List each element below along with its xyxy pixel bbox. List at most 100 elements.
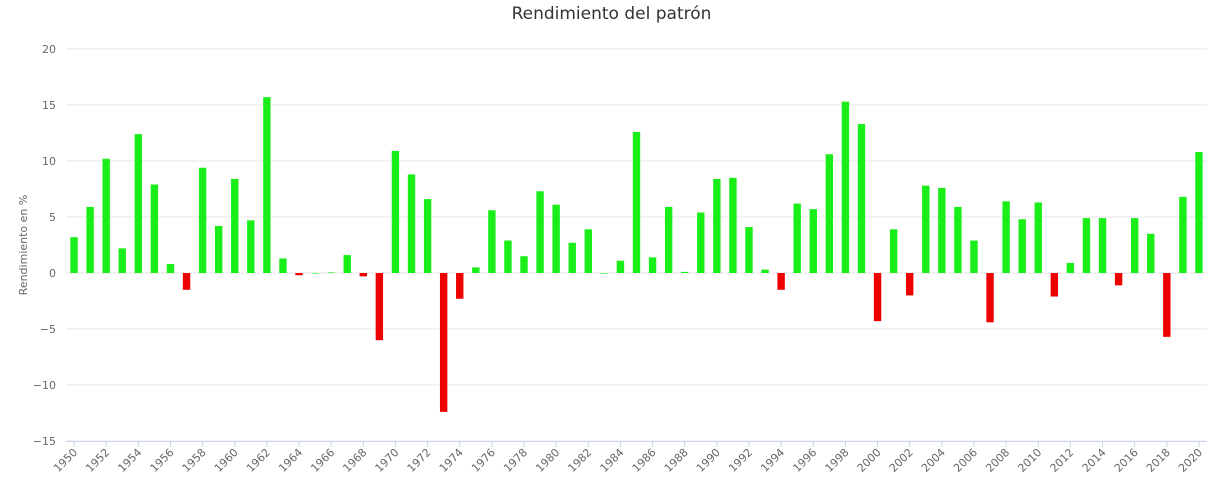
bar-1974[interactable]	[456, 273, 464, 299]
bar-2019[interactable]	[1179, 196, 1187, 273]
x-tick-label: 1974	[437, 446, 466, 475]
bar-1966[interactable]	[327, 272, 335, 274]
x-tick-label: 2004	[919, 446, 948, 475]
bar-2017[interactable]	[1147, 233, 1155, 273]
bar-2005[interactable]	[954, 206, 962, 273]
bar-1984[interactable]	[616, 260, 625, 273]
bar-1985[interactable]	[632, 131, 641, 273]
bar-1986[interactable]	[648, 257, 657, 273]
bar-1997[interactable]	[825, 154, 834, 273]
bar-2020[interactable]	[1195, 152, 1203, 273]
bar-1990[interactable]	[713, 178, 721, 273]
bar-1957[interactable]	[182, 273, 191, 290]
bar-2006[interactable]	[970, 240, 978, 273]
x-tick-label: 1956	[148, 446, 177, 475]
bar-1994[interactable]	[777, 273, 785, 290]
bar-1952[interactable]	[102, 158, 110, 273]
bar-1967[interactable]	[343, 255, 351, 273]
bar-2015[interactable]	[1114, 273, 1123, 286]
bar-1978[interactable]	[520, 256, 528, 273]
x-tick-label: 1966	[308, 446, 337, 475]
bar-1981[interactable]	[568, 242, 576, 273]
bar-1996[interactable]	[809, 209, 817, 273]
x-tick-label: 1972	[405, 446, 434, 475]
bar-2007[interactable]	[986, 273, 994, 323]
bar-1973[interactable]	[439, 273, 448, 412]
x-tick-label: 1954	[115, 446, 144, 475]
x-tick-label: 1980	[533, 446, 562, 475]
bar-2003[interactable]	[922, 185, 930, 273]
bar-1959[interactable]	[214, 225, 223, 273]
bar-1955[interactable]	[150, 184, 159, 273]
x-tick-label: 1960	[212, 446, 241, 475]
bar-1989[interactable]	[697, 212, 705, 273]
bar-1991[interactable]	[729, 177, 737, 273]
bar-1962[interactable]	[263, 97, 271, 273]
x-tick-label: 1958	[180, 446, 209, 475]
x-tick-label: 2000	[855, 446, 884, 475]
x-tick-label: 1988	[662, 446, 691, 475]
bar-1954[interactable]	[134, 134, 143, 273]
bar-1961[interactable]	[247, 220, 255, 273]
x-tick-label: 2008	[983, 446, 1012, 475]
x-tick-label: 1976	[469, 446, 498, 475]
bar-1998[interactable]	[841, 101, 850, 273]
bar-1995[interactable]	[793, 203, 801, 273]
x-tick-label: 2016	[1112, 446, 1141, 475]
bar-1969[interactable]	[375, 273, 384, 341]
chart-title: Rendimiento del patrón	[511, 4, 712, 24]
bar-1987[interactable]	[664, 206, 673, 273]
bar-1971[interactable]	[407, 174, 416, 273]
bar-1951[interactable]	[86, 206, 94, 273]
y-axis-label: Rendimiento en %	[17, 195, 30, 296]
bar-1982[interactable]	[584, 229, 592, 273]
bar-1964[interactable]	[295, 273, 303, 276]
bar-1972[interactable]	[423, 199, 432, 273]
bar-2014[interactable]	[1098, 218, 1107, 273]
bar-2018[interactable]	[1163, 273, 1171, 337]
bar-2001[interactable]	[889, 229, 898, 273]
bar-1977[interactable]	[504, 240, 512, 273]
bar-2002[interactable]	[906, 273, 914, 296]
x-tick-label: 1950	[51, 446, 80, 475]
y-tick-label: 10	[42, 155, 56, 168]
bar-1963[interactable]	[279, 258, 287, 273]
x-tick-label: 1984	[598, 446, 627, 475]
bar-1975[interactable]	[472, 267, 480, 273]
x-tick-label: 1986	[630, 446, 659, 475]
x-tick-label: 2014	[1080, 446, 1109, 475]
bar-2008[interactable]	[1002, 201, 1010, 273]
bar-1953[interactable]	[118, 248, 126, 273]
bar-2000[interactable]	[873, 273, 882, 322]
bar-2012[interactable]	[1066, 262, 1075, 273]
x-tick-label: 2018	[1144, 446, 1173, 475]
bar-1979[interactable]	[536, 191, 544, 273]
bar-1980[interactable]	[552, 204, 560, 273]
bar-1950[interactable]	[70, 237, 78, 273]
y-tick-label: 0	[49, 267, 56, 280]
bar-2010[interactable]	[1034, 202, 1042, 273]
bar-2016[interactable]	[1130, 218, 1139, 273]
x-tick-label: 2010	[1015, 446, 1044, 475]
bar-2011[interactable]	[1050, 273, 1059, 297]
bar-2013[interactable]	[1082, 218, 1091, 273]
bar-1960[interactable]	[231, 178, 239, 273]
bar-2009[interactable]	[1018, 219, 1026, 273]
bar-1965[interactable]	[311, 273, 319, 274]
y-tick-label: −10	[33, 379, 56, 392]
x-tick-label: 1964	[276, 446, 305, 475]
bar-1983[interactable]	[600, 273, 609, 274]
bar-1988[interactable]	[681, 271, 689, 273]
bar-1993[interactable]	[761, 269, 769, 273]
bar-2004[interactable]	[938, 187, 946, 273]
bar-1976[interactable]	[488, 210, 496, 273]
bar-1970[interactable]	[391, 150, 400, 273]
bar-1992[interactable]	[745, 227, 753, 273]
bar-1999[interactable]	[857, 124, 866, 273]
bar-1956[interactable]	[166, 264, 175, 273]
bar-1968[interactable]	[359, 273, 367, 277]
bar-1958[interactable]	[198, 167, 207, 273]
x-tick-label: 1998	[823, 446, 852, 475]
